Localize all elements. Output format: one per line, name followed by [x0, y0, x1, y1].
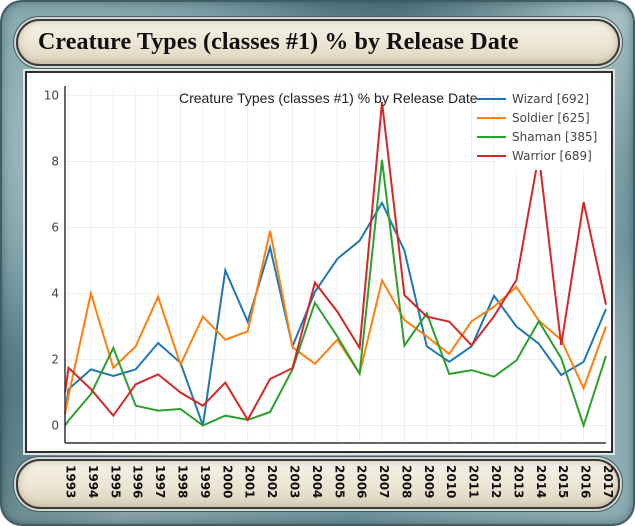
legend-label: Shaman [385] — [512, 130, 597, 144]
series-lines — [64, 101, 607, 429]
x-tick-label: 2003 — [287, 465, 302, 499]
x-tick-label: 2006 — [354, 465, 369, 499]
x-tick-label: 2013 — [511, 465, 526, 499]
x-tick-label: 1994 — [85, 465, 100, 499]
x-tick-label: 2000 — [220, 465, 235, 499]
x-tick-label: 2015 — [556, 465, 571, 499]
legend-background — [495, 88, 609, 170]
x-tick-label: 2012 — [489, 465, 504, 499]
y-tick-label: 4 — [51, 287, 59, 301]
series-line-wizard — [64, 200, 607, 426]
legend-label: Warrior [689] — [512, 149, 592, 163]
y-tick-label: 0 — [51, 419, 59, 433]
y-axis-ticks: 0 2 4 6 8 10 — [44, 89, 59, 433]
legend-label: Soldier [625] — [512, 111, 590, 125]
x-tick-label: 2004 — [309, 465, 324, 499]
y-tick-label: 10 — [44, 89, 59, 103]
series-line-soldier — [64, 230, 607, 415]
x-tick-label: 1995 — [108, 465, 123, 499]
x-tick-label: 1996 — [130, 465, 145, 499]
x-tick-label: 1997 — [153, 465, 168, 499]
x-tick-label: 2014 — [533, 465, 548, 499]
x-tick-label: 2016 — [578, 465, 593, 499]
y-tick-label: 8 — [51, 155, 59, 169]
x-tick-label: 2002 — [265, 465, 280, 499]
page-title: Creature Types (classes #1) % by Release… — [38, 29, 519, 55]
x-tick-label: 2007 — [377, 465, 392, 499]
x-tick-label: 2017 — [601, 465, 615, 499]
x-axis-banner: 1993 1994 1995 1996 1997 1998 1999 2000 2001 2002… — [16, 459, 620, 509]
x-tick-label: 2001 — [242, 465, 257, 499]
y-tick-label: 6 — [51, 221, 59, 235]
x-tick-label: 2008 — [399, 465, 414, 499]
x-tick-label: 2005 — [332, 465, 347, 499]
x-tick-label: 1999 — [197, 465, 212, 499]
chart-title: Creature Types (classes #1) % by Release… — [179, 90, 478, 106]
y-tick-label: 2 — [51, 353, 59, 367]
legend-label: Wizard [692] — [512, 92, 589, 106]
series-line-warrior — [64, 101, 607, 422]
x-tick-label: 2010 — [444, 465, 459, 499]
x-tick-label: 1998 — [175, 465, 190, 499]
x-tick-label: 2009 — [421, 465, 436, 499]
x-tick-label: 1993 — [63, 465, 78, 499]
header-banner: Creature Types (classes #1) % by Release… — [16, 19, 620, 66]
x-tick-label: 2011 — [466, 465, 481, 499]
series-line-shaman — [64, 159, 607, 429]
legend: Wizard [692] Soldier [625] Shaman [385] War… — [477, 88, 609, 170]
